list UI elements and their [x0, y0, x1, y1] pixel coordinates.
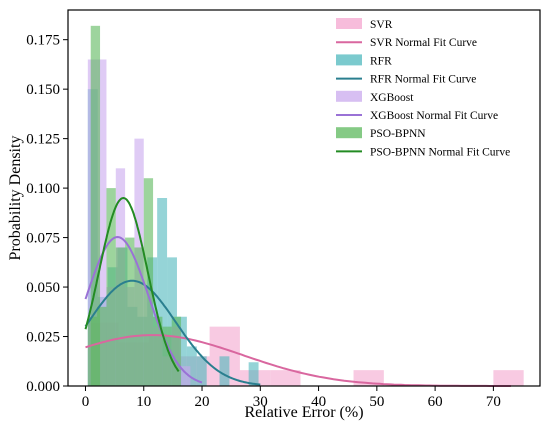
legend-label: XGBoost Normal Fit Curve: [370, 110, 498, 122]
x-axis-label: Relative Error (%): [244, 404, 363, 421]
histogram-bar-rfr-12: [219, 356, 230, 386]
x-tick-label: 0: [82, 394, 90, 410]
x-axis-ticks: 0 10 20 30 40 50 60 70: [82, 386, 501, 410]
y-tick-label: 0.150: [26, 82, 60, 98]
y-axis-ticks: 0.000 0.025 0.050 0.075 0.100 0.125 0.150 0.175: [26, 33, 68, 395]
y-tick-label: 0.050: [26, 280, 60, 296]
histogram-bar-pso-bpnn-1: [90, 25, 101, 387]
y-tick-label: 0.025: [26, 330, 60, 346]
histogram-bar-rfr-13: [248, 362, 259, 386]
histogram-bar-rfr-11: [196, 356, 207, 386]
histogram-bar-rfr-10: [186, 346, 197, 386]
legend-label: SVR Normal Fit Curve: [370, 37, 477, 49]
legend-label: RFR Normal Fit Curve: [370, 74, 476, 86]
histogram-bar-rfr-9: [176, 316, 187, 386]
legend-patch: [336, 90, 362, 102]
y-tick-label: 0.100: [26, 181, 60, 197]
histogram-bars: [87, 25, 524, 387]
histogram-bar-rfr-7: [157, 198, 168, 386]
histogram-bar-xgboost-1: [97, 59, 107, 386]
fit-curve-pso-bpnn: [84, 196, 180, 373]
fit-curve-xgboost: [84, 235, 203, 384]
histogram-bar-pso-bpnn-4: [115, 247, 126, 386]
legend-patch: [336, 54, 362, 66]
y-tick-label: 0.000: [26, 379, 60, 395]
y-tick-label: 0.175: [26, 33, 60, 49]
legend-label: XGBoost: [370, 92, 414, 104]
histogram-bar-pso-bpnn-6: [134, 247, 144, 386]
legend: SVR SVR Normal Fit Curve RFR RFR Normal Fit…: [336, 18, 510, 158]
histogram-bar-pso-bpnn-10: [171, 316, 182, 386]
histogram-bar-pso-bpnn-2: [97, 306, 107, 386]
y-axis-label: Probability Density: [7, 136, 24, 261]
histogram-bar-pso-bpnn-7: [143, 178, 154, 386]
histogram-bar-pso-bpnn-9: [162, 326, 172, 386]
fit-curve-rfr: [84, 279, 261, 386]
histogram-bar-pso-bpnn-5: [125, 237, 135, 386]
y-tick-label: 0.125: [26, 132, 60, 148]
x-tick-label: 30: [253, 394, 268, 410]
histogram-bar-pso-bpnn-8: [153, 316, 163, 386]
x-tick-label: 20: [195, 394, 210, 410]
histogram-bar-pso-bpnn-3: [106, 188, 116, 386]
legend-label: RFR: [370, 55, 392, 67]
legend-label: PSO-BPNN Normal Fit Curve: [370, 146, 510, 158]
plot-frame: [67, 9, 541, 387]
legend-label: PSO-BPNN: [370, 128, 426, 140]
y-tick-label: 0.075: [26, 231, 60, 247]
x-tick-label: 60: [428, 394, 443, 410]
legend-label: SVR: [370, 19, 393, 31]
histogram-bar-xgboost-10: [181, 366, 191, 386]
x-tick-label: 10: [136, 394, 151, 410]
histogram-bar-svr-8: [493, 370, 524, 386]
x-tick-label: 70: [486, 394, 501, 410]
x-tick-label: 40: [311, 394, 326, 410]
legend-patch: [336, 18, 362, 29]
x-tick-label: 50: [369, 394, 384, 410]
histogram-bar-svr-6: [270, 370, 301, 386]
legend-patch: [336, 127, 362, 139]
